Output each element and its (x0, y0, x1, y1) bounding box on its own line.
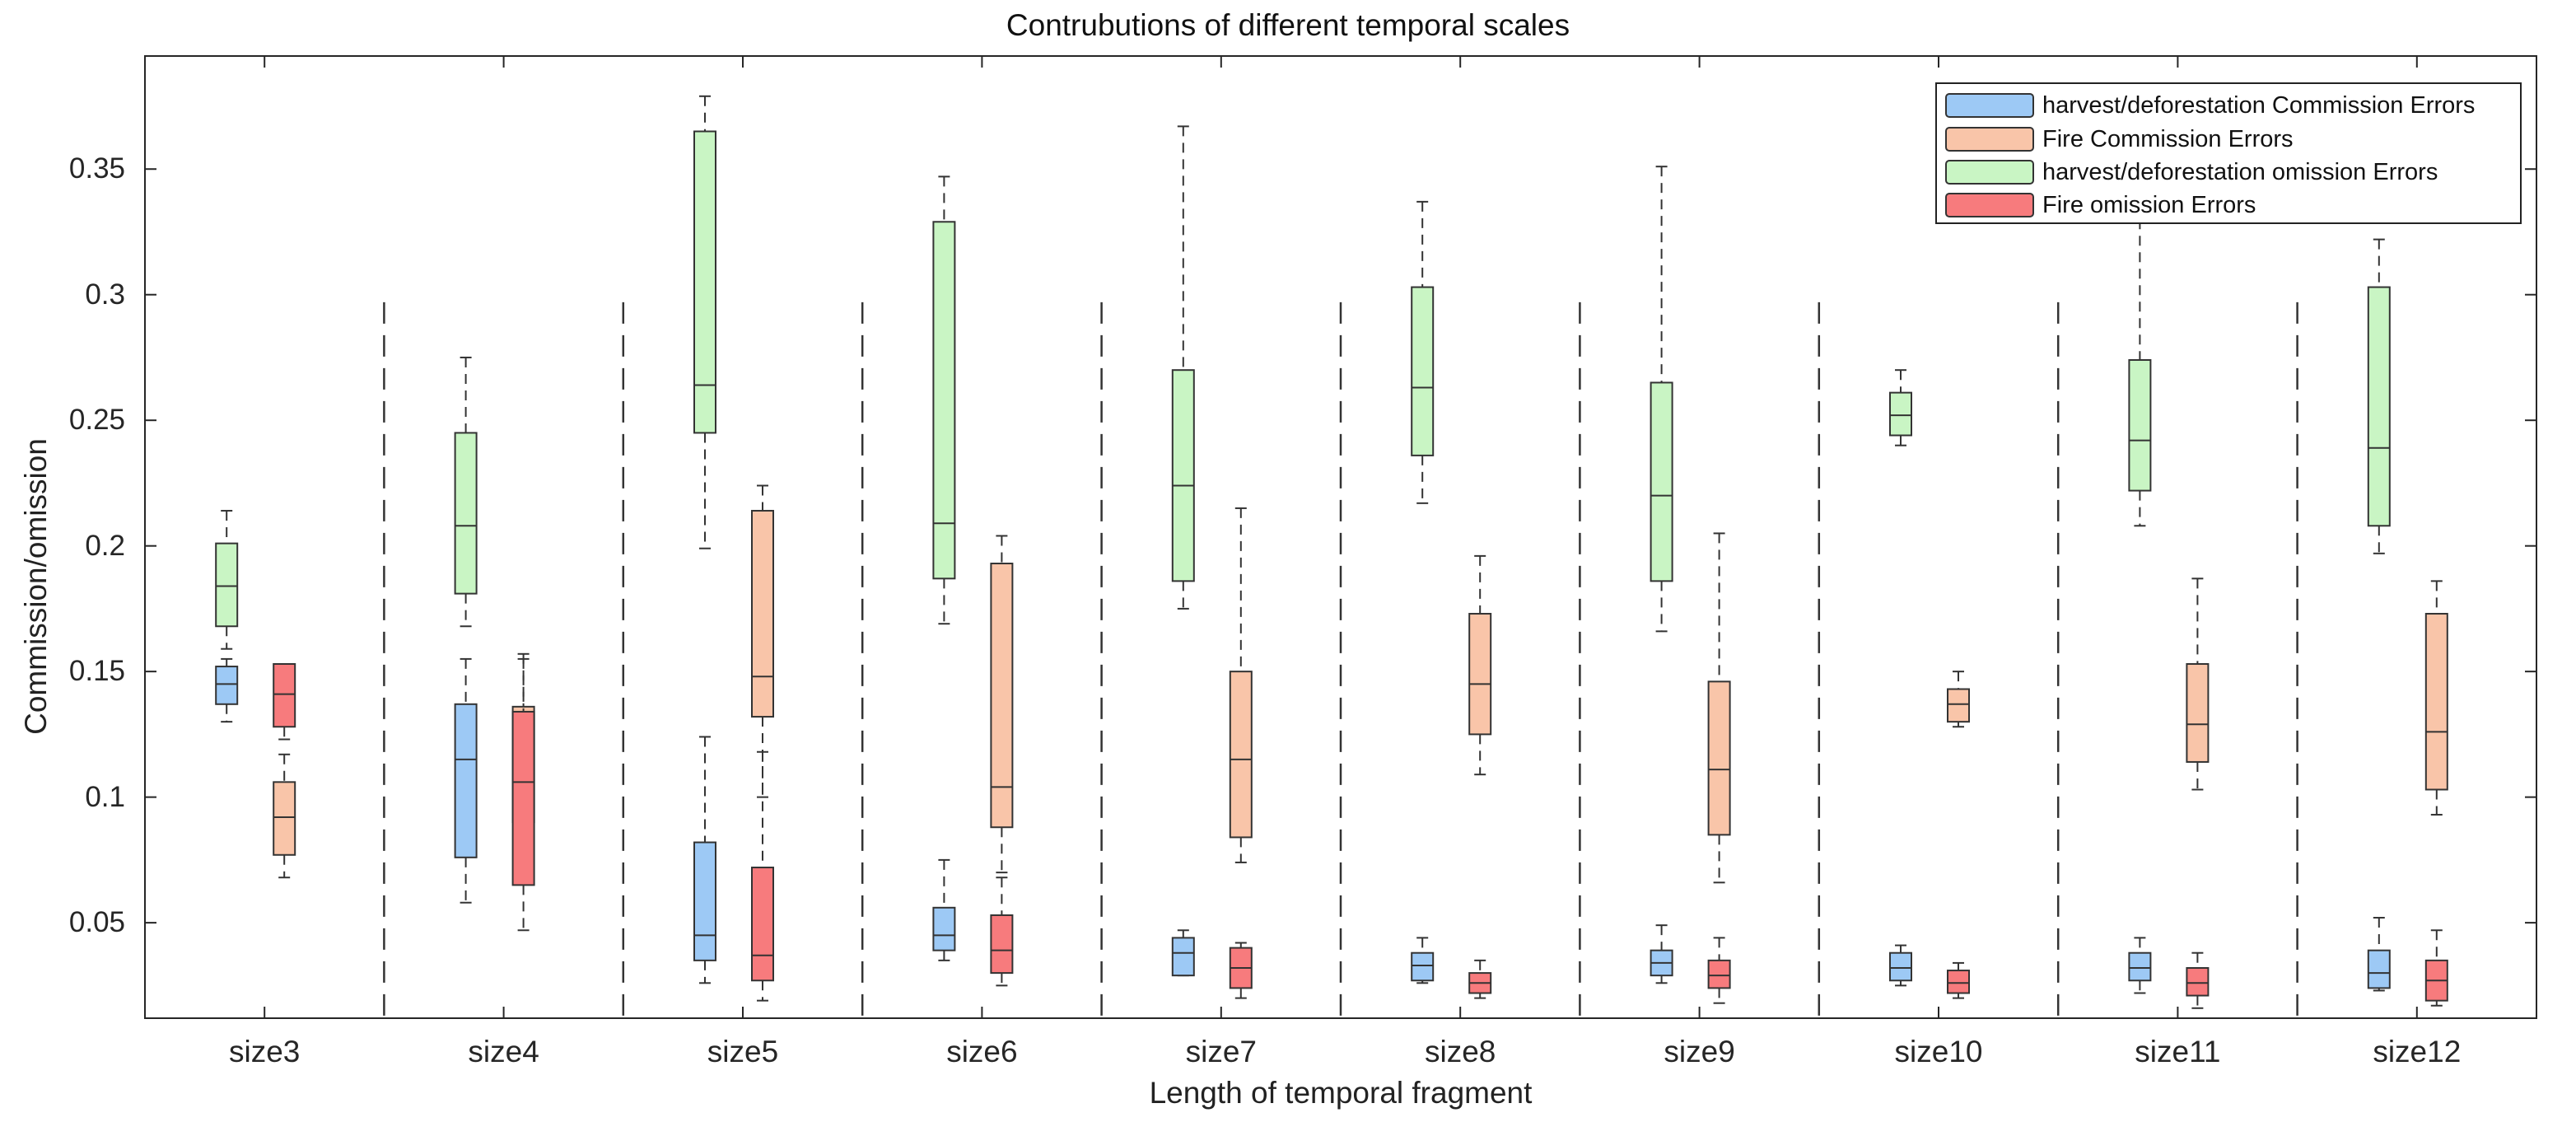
y-tick-label: 0.15 (68, 655, 125, 688)
x-tick-label: size3 (228, 1035, 301, 1068)
box (273, 781, 296, 856)
box (1229, 671, 1253, 839)
box (2367, 949, 2391, 989)
x-tick-label: size5 (707, 1035, 779, 1068)
box (2128, 951, 2152, 982)
box (454, 432, 478, 595)
x-tick-label: size7 (1185, 1035, 1257, 1068)
x-tick-label: size4 (468, 1035, 539, 1068)
legend-swatch-fire-omission (1945, 193, 2034, 217)
box (1411, 286, 1435, 456)
legend-label-fire-omission: Fire omission Errors (2042, 191, 2256, 218)
box (1947, 970, 1970, 994)
box (1947, 688, 1970, 723)
box (215, 666, 239, 705)
box (932, 906, 956, 951)
y-tick-label: 0.05 (68, 906, 125, 939)
box (511, 710, 535, 886)
box (751, 509, 774, 718)
box (1171, 937, 1195, 977)
y-tick-label: 0.2 (85, 529, 125, 562)
box (273, 663, 296, 728)
x-tick-label: size9 (1664, 1035, 1735, 1068)
x-tick-label: size8 (1424, 1035, 1496, 1068)
box (1650, 381, 1673, 582)
box (693, 841, 716, 961)
y-axis-label: Commission/omission (19, 438, 53, 735)
box (2128, 359, 2152, 492)
box (693, 130, 716, 434)
box (1707, 959, 1731, 989)
legend-item-fire-omission: Fire omission Errors (1945, 190, 2256, 220)
x-axis-label: Length of temporal fragment (1149, 1076, 1533, 1110)
legend-item-fire-commission: Fire Commission Errors (1945, 124, 2294, 154)
box (2367, 286, 2391, 527)
legend-swatch-hd-omission (1945, 160, 2034, 185)
legend: harvest/deforestation Commission Errors … (1935, 82, 2522, 224)
legend-label-fire-commission: Fire Commission Errors (2042, 125, 2294, 152)
y-tick-label: 0.25 (68, 404, 125, 437)
box (2186, 967, 2210, 997)
box (1171, 369, 1195, 582)
legend-swatch-hd-commission (1945, 93, 2034, 118)
box (1468, 613, 1492, 736)
x-tick-label: size11 (2135, 1035, 2221, 1068)
chart-title: Contrubutions of different temporal scal… (1006, 8, 1570, 42)
y-tick-label: 0.3 (85, 278, 125, 311)
box (2424, 613, 2448, 791)
y-tick-label: 0.1 (85, 780, 125, 813)
box (1889, 391, 1912, 437)
box (2186, 663, 2210, 763)
legend-item-hd-commission: harvest/deforestation Commission Errors (1945, 91, 2475, 120)
x-tick-label: size10 (1894, 1035, 1983, 1068)
y-tick-label: 0.35 (68, 152, 125, 185)
legend-swatch-fire-commission (1945, 127, 2034, 152)
box (454, 703, 478, 858)
x-tick-label: size6 (946, 1035, 1018, 1068)
box (990, 563, 1014, 829)
box (215, 542, 239, 628)
x-tick-label: size12 (2373, 1035, 2462, 1068)
box (990, 914, 1014, 975)
legend-label-hd-omission: harvest/deforestation omission Errors (2042, 158, 2438, 185)
box (1707, 680, 1731, 836)
legend-item-hd-omission: harvest/deforestation omission Errors (1945, 157, 2438, 187)
box (1411, 951, 1435, 982)
legend-label-hd-commission: harvest/deforestation Commission Errors (2042, 91, 2476, 119)
box (751, 867, 774, 982)
box (932, 221, 956, 580)
box (1889, 951, 1912, 982)
